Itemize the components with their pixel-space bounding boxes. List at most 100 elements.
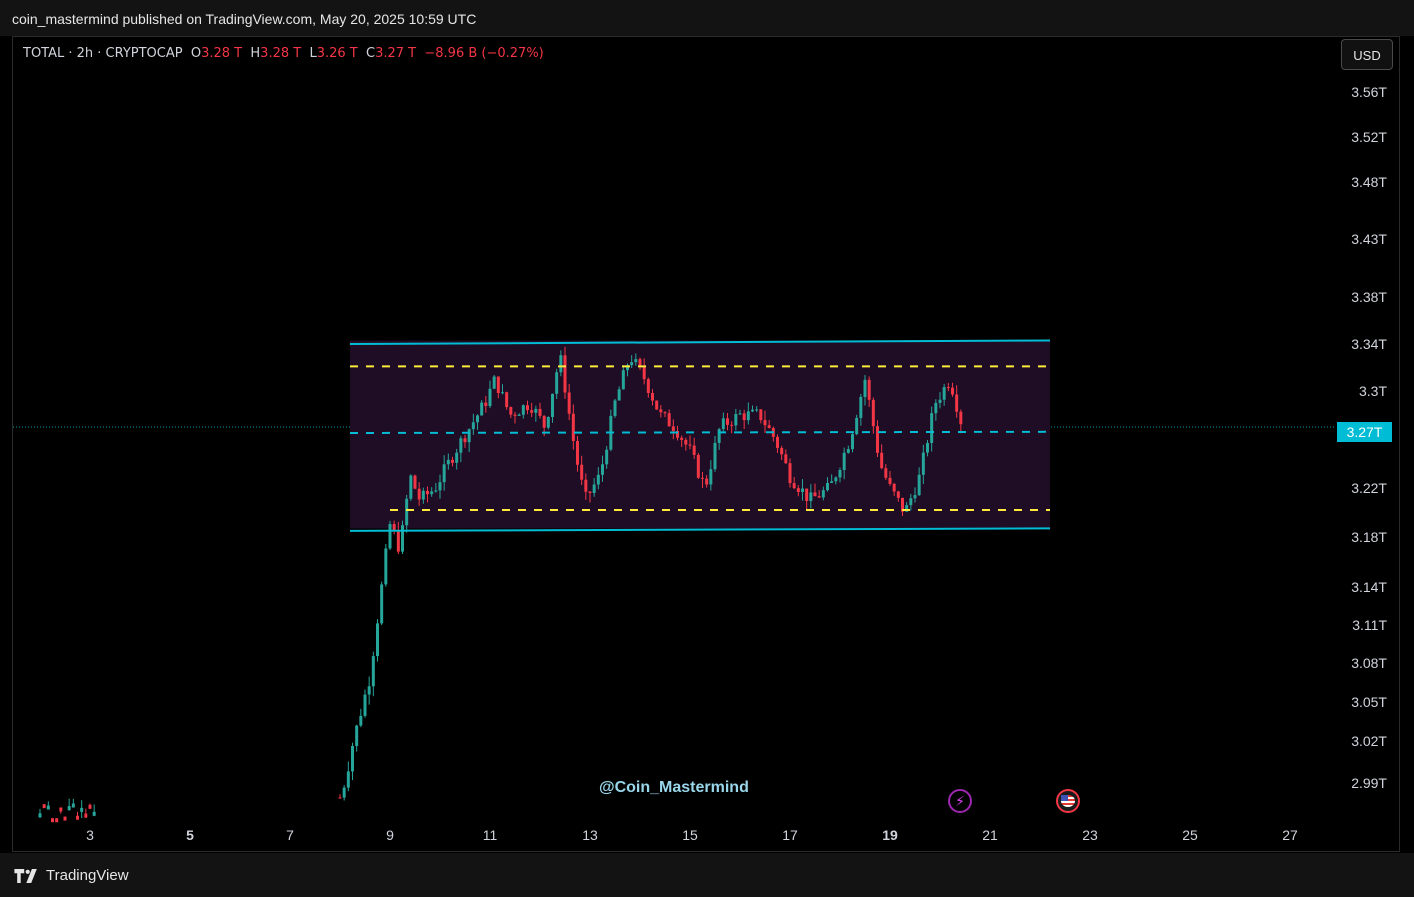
candle-body bbox=[901, 497, 904, 512]
candle-body bbox=[592, 484, 596, 493]
candle-body bbox=[938, 399, 942, 403]
candle-body bbox=[476, 415, 479, 423]
candle-body bbox=[505, 392, 509, 408]
candle-body bbox=[634, 359, 638, 363]
candle-body bbox=[696, 454, 700, 478]
candle-body bbox=[355, 725, 359, 746]
candle-body bbox=[813, 492, 817, 497]
candle-body bbox=[405, 498, 409, 526]
candle-body bbox=[434, 490, 438, 492]
range-box[interactable] bbox=[350, 340, 1050, 529]
candle-body bbox=[388, 524, 392, 549]
symbol-info[interactable]: TOTAL · 2h · CRYPTOCAP bbox=[23, 46, 183, 61]
candle-body bbox=[642, 366, 646, 380]
candle-body bbox=[601, 464, 604, 475]
candle-body bbox=[413, 475, 417, 489]
candle-body bbox=[42, 804, 46, 809]
currency-button[interactable]: USD bbox=[1341, 39, 1393, 70]
candle-body bbox=[617, 389, 621, 401]
candle-body bbox=[426, 490, 429, 495]
x-tick-label: 17 bbox=[782, 827, 798, 843]
candle-body bbox=[338, 797, 342, 799]
candle-body bbox=[446, 459, 450, 465]
x-tick-label: 21 bbox=[982, 827, 998, 843]
candle-body bbox=[867, 379, 871, 400]
candle-body bbox=[463, 438, 467, 443]
ohlc-legend: TOTAL · 2h · CRYPTOCAP O3.28 T H3.28 T L… bbox=[23, 46, 544, 61]
close-label: C bbox=[366, 46, 376, 61]
candle-body bbox=[780, 447, 784, 455]
candle-body bbox=[863, 379, 867, 397]
candle-body bbox=[38, 813, 42, 818]
drawing-upper-line[interactable] bbox=[349, 339, 1051, 345]
candle-body bbox=[571, 413, 575, 441]
lightning-icon[interactable]: ⚡ bbox=[948, 789, 972, 813]
candle-body bbox=[821, 490, 825, 498]
tradingview-brand[interactable]: TradingView bbox=[14, 867, 129, 884]
candle-body bbox=[667, 413, 671, 427]
candle-body bbox=[871, 399, 875, 427]
low-value: 3.26 T bbox=[316, 46, 358, 61]
y-tick-label: 3.02T bbox=[1351, 733, 1387, 749]
candle-body bbox=[663, 412, 667, 414]
candle-body bbox=[671, 426, 675, 432]
candle-body bbox=[805, 488, 809, 502]
candle-body bbox=[67, 806, 71, 811]
y-tick-label: 3.14T bbox=[1351, 579, 1387, 595]
candle-body bbox=[359, 715, 363, 726]
candle-body bbox=[530, 410, 534, 413]
candle-body bbox=[909, 498, 913, 506]
candle-body bbox=[742, 413, 746, 421]
drawing-mid-line[interactable] bbox=[349, 430, 1051, 434]
candle-body bbox=[776, 436, 779, 448]
candle-body bbox=[951, 387, 954, 395]
candle-body bbox=[788, 463, 792, 484]
open-label: O bbox=[190, 46, 202, 61]
drawing-lower-line[interactable] bbox=[349, 527, 1051, 532]
candle-body bbox=[480, 402, 484, 416]
candle-body bbox=[588, 491, 592, 493]
x-tick-label: 11 bbox=[483, 827, 498, 843]
candle-body bbox=[376, 623, 379, 657]
candle-body bbox=[467, 429, 471, 443]
candle-body bbox=[417, 488, 421, 500]
candle-body bbox=[71, 803, 75, 808]
candle-body bbox=[534, 408, 538, 413]
candle-body bbox=[84, 813, 88, 818]
candle-body bbox=[959, 411, 963, 425]
publish-bar: coin_mastermind published on TradingView… bbox=[0, 0, 1414, 36]
x-tick-label: 13 bbox=[582, 827, 598, 843]
y-tick-label: 3.48T bbox=[1351, 174, 1387, 190]
candle-body bbox=[542, 415, 546, 428]
x-tick-label: 23 bbox=[1082, 827, 1098, 843]
candle-body bbox=[846, 449, 850, 453]
candle-body bbox=[496, 376, 500, 394]
candle-body bbox=[580, 464, 584, 480]
us-flag-icon[interactable] bbox=[1056, 789, 1080, 813]
candle-body bbox=[488, 388, 492, 406]
change-value: −8.96 B (−0.27%) bbox=[424, 46, 544, 61]
current-price-badge: 3.27T bbox=[1337, 422, 1392, 442]
candle-body bbox=[763, 420, 767, 426]
candle-body bbox=[855, 417, 859, 435]
candle-body bbox=[596, 474, 600, 485]
candle-body bbox=[680, 437, 684, 440]
candle-body bbox=[834, 477, 838, 482]
candle-body bbox=[605, 449, 609, 465]
candle-body bbox=[913, 495, 917, 499]
candle-body bbox=[817, 496, 821, 498]
candle-body bbox=[842, 452, 846, 471]
candle-body bbox=[346, 771, 350, 788]
y-tick-label: 3.05T bbox=[1351, 694, 1387, 710]
candle-body bbox=[892, 483, 896, 492]
candle-body bbox=[401, 525, 404, 552]
candle-body bbox=[613, 400, 617, 416]
candle-body bbox=[367, 686, 371, 695]
candle-body bbox=[363, 694, 367, 716]
candle-body bbox=[576, 440, 579, 465]
candle-body bbox=[551, 393, 554, 418]
candle-body bbox=[521, 405, 525, 415]
candle-body bbox=[676, 431, 679, 438]
candle-body bbox=[851, 434, 854, 450]
